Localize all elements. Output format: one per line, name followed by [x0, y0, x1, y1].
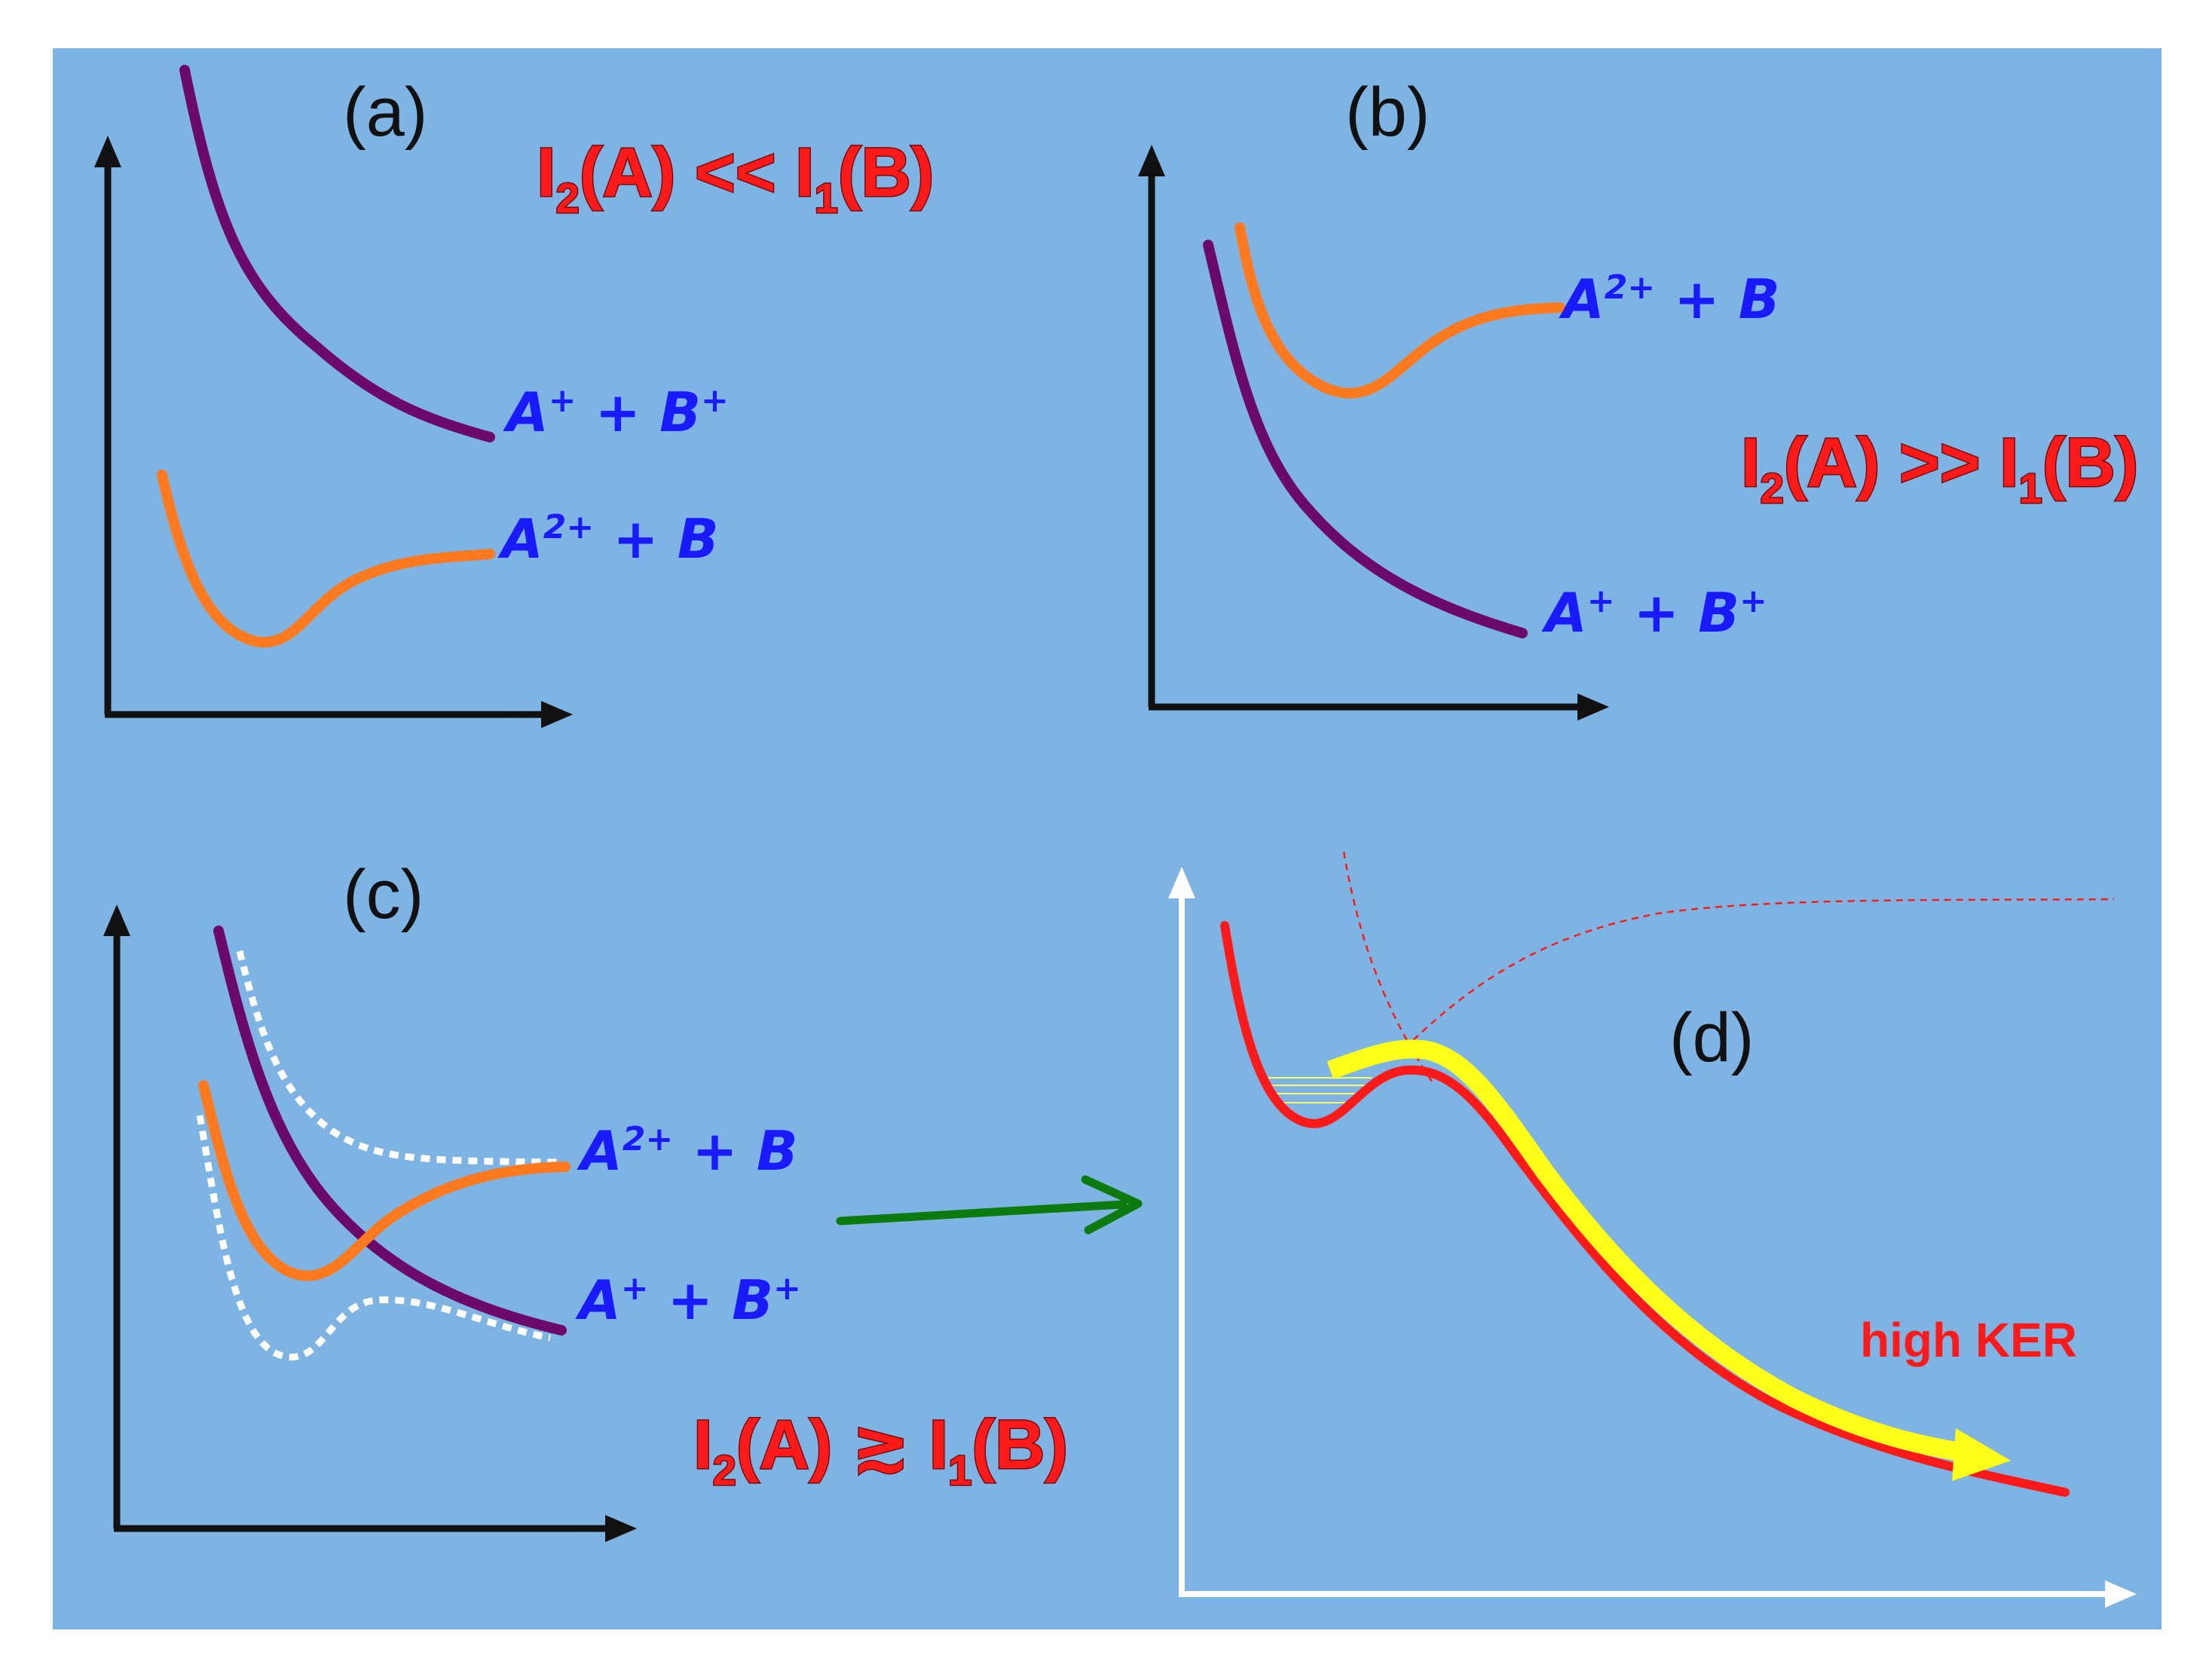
panel-c-x-arrowhead	[605, 1515, 637, 1542]
panel-c: (c) A2+ + B A+ + B+ I2(A) ≳ I1(B)	[103, 856, 1069, 1542]
panel-d-vibrational-levels	[1268, 1077, 1372, 1103]
panel-d-label: (d)	[1669, 999, 1754, 1076]
panel-c-diabatic-upper-dotted	[236, 950, 558, 1166]
panel-c-lower-channel-label: A+ + B+	[575, 1268, 801, 1332]
panel-d-dissociation-arrow	[1326, 1039, 1969, 1463]
panel-d-dissociation-arrowhead	[1952, 1428, 2011, 1481]
panel-b-x-arrowhead	[1577, 693, 1609, 721]
panel-a-lower-channel-label: A2+ + B	[497, 507, 719, 571]
panel-a-label: (a)	[343, 74, 427, 151]
panel-c-diabatic-lower-dotted	[196, 1115, 551, 1360]
panel-d-potential-curve	[1220, 921, 2070, 1497]
panel-a-condition: I2(A) << I1(B)	[537, 134, 934, 222]
panel-a-ion-pair-curve	[179, 65, 495, 442]
panel-c-label: (c)	[343, 856, 424, 933]
panel-c-dication-curve	[198, 1080, 571, 1281]
panel-a-y-arrowhead	[94, 136, 121, 167]
panel-b-y-arrowhead	[1138, 145, 1165, 176]
panel-c-upper-channel-label: A2+ + B	[577, 1119, 798, 1183]
panel-c-ion-pair-curve	[213, 926, 567, 1336]
panel-d: (d) high KER	[1168, 851, 2137, 1608]
panel-b: (b) A2+ + B A+ + B+ I2(A) >> I1(B)	[1138, 74, 2140, 721]
panel-d-x-arrowhead	[2105, 1581, 2137, 1608]
panel-a-dication-curve	[157, 470, 495, 648]
connector-arrow	[836, 1175, 1143, 1235]
background-panel	[53, 48, 2162, 1630]
panel-b-ion-pair-curve	[1203, 240, 1528, 638]
panel-a-x-arrowhead	[541, 701, 573, 728]
panel-c-y-arrowhead	[103, 904, 130, 936]
panel-a: (a) A+ + B+ A2+ + B I2(A) << I1(B)	[94, 65, 935, 728]
panel-a-upper-channel-label: A+ + B+	[503, 381, 729, 444]
panel-b-condition: I2(A) >> I1(B)	[1741, 424, 2138, 512]
panel-b-dication-curve	[1235, 222, 1565, 399]
panel-d-dashed-guide-flat	[1412, 898, 2115, 1041]
panel-c-condition: I2(A) ≳ I1(B)	[693, 1406, 1068, 1494]
panel-b-lower-channel-label: A+ + B+	[1541, 581, 1767, 644]
panel-b-upper-channel-label: A2+ + B	[1559, 268, 1780, 331]
panel-d-high-ker-label: high KER	[1860, 1313, 2077, 1367]
panel-b-label: (b)	[1345, 74, 1430, 151]
panel-d-y-arrowhead	[1168, 867, 1195, 898]
